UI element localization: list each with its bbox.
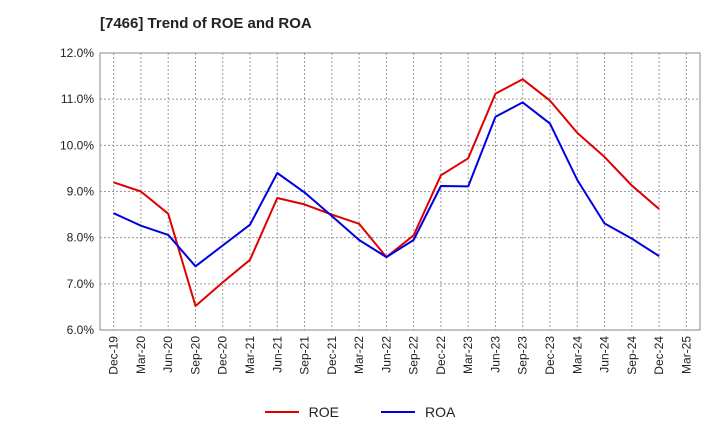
legend-swatch (264, 411, 299, 413)
x-tick-label: Jun-24 (598, 336, 612, 373)
x-tick-label: Dec-21 (325, 336, 339, 375)
x-tick-label: Jun-23 (488, 336, 502, 373)
x-tick-label: Sep-22 (407, 336, 421, 375)
x-tick-label: Jun-21 (270, 336, 284, 373)
x-tick-label: Mar-24 (570, 336, 584, 374)
x-tick-label: Dec-23 (543, 336, 557, 375)
x-tick-label: Mar-25 (679, 336, 693, 374)
x-tick-label: Mar-20 (134, 336, 148, 374)
series-line-roa (113, 101, 660, 268)
chart-title: [7466] Trend of ROE and ROA (100, 15, 312, 32)
legend-label: ROA (425, 404, 456, 420)
x-tick-label: Dec-20 (216, 336, 230, 375)
x-tick-label: Sep-20 (188, 336, 202, 375)
x-axis-ticks: Dec-19 Mar-20 Jun-20 Sep-20 Dec-20 Mar-21 Jun-… (107, 336, 694, 375)
y-axis-ticks: 6.0% 7.0% 8.0% 9.0% 10.0% 11.0% 12.0% (60, 46, 94, 337)
y-tick-label: 7.0% (67, 277, 95, 291)
y-tick-label: 12.0% (60, 46, 94, 60)
x-tick-label: Sep-23 (516, 336, 530, 375)
y-tick-label: 11.0% (61, 92, 94, 106)
y-tick-label: 8.0% (67, 231, 95, 245)
x-tick-label: Mar-22 (352, 336, 366, 374)
x-tick-label: Jun-22 (379, 336, 393, 373)
x-tick-label: Jun-20 (161, 336, 175, 373)
y-tick-label: 9.0% (67, 185, 95, 199)
legend: ROE ROA (0, 404, 720, 420)
legend-item-roe: ROE (264, 404, 339, 420)
x-tick-label: Sep-21 (298, 336, 312, 375)
plot-frame (99, 52, 701, 331)
legend-swatch (381, 411, 415, 413)
y-tick-label: 10.0% (60, 138, 94, 152)
legend-label: ROE (308, 404, 339, 420)
x-tick-label: Sep-24 (625, 336, 639, 375)
x-tick-label: Dec-22 (434, 336, 448, 375)
x-tick-label: Dec-24 (652, 336, 666, 375)
legend-item-roa: ROA (381, 404, 455, 420)
x-tick-label: Mar-23 (461, 336, 475, 374)
series-lines (113, 78, 660, 307)
x-tick-label: Mar-21 (243, 336, 257, 374)
y-tick-label: 6.0% (67, 323, 95, 337)
x-tick-label: Dec-19 (107, 336, 121, 375)
